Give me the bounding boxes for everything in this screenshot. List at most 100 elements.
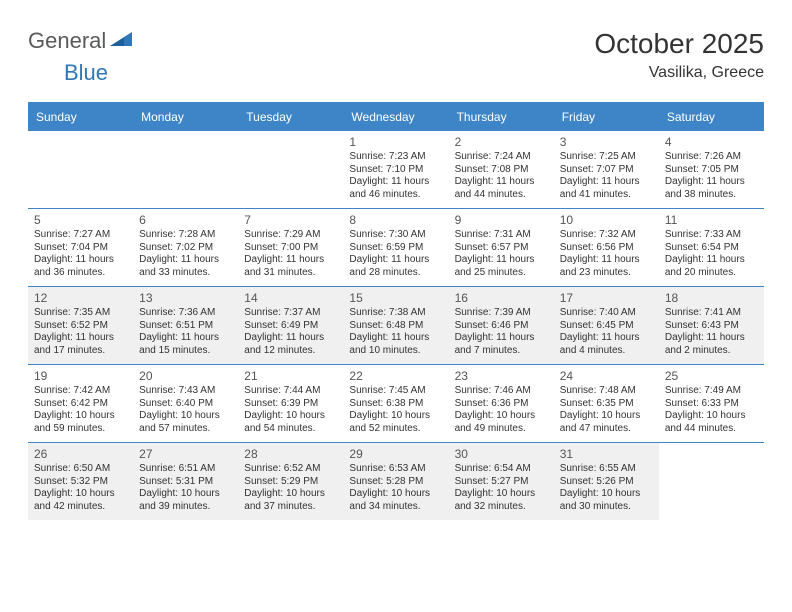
day-detail: Sunrise: 7:25 AMSunset: 7:07 PMDaylight:… xyxy=(560,151,653,201)
day-cell: 31 Sunrise: 6:55 AMSunset: 5:26 PMDayligh… xyxy=(554,442,659,520)
day-number: 22 xyxy=(349,369,442,383)
dow-cell: Tuesday xyxy=(238,104,343,130)
day-number: 29 xyxy=(349,447,442,461)
day-cell: 19Sunrise: 7:42 AMSunset: 6:42 PMDayligh… xyxy=(28,364,133,442)
day-number: 11 xyxy=(665,213,758,227)
day-cell: 9 Sunrise: 7:31 AMSunset: 6:57 PMDaylight… xyxy=(449,208,554,286)
day-detail: Sunrise: 7:38 AMSunset: 6:48 PMDaylight:… xyxy=(349,307,442,357)
day-detail: Sunrise: 6:52 AMSunset: 5:29 PMDaylight:… xyxy=(244,463,337,513)
day-detail: Sunrise: 7:24 AMSunset: 7:08 PMDaylight:… xyxy=(455,151,548,201)
day-detail: Sunrise: 7:33 AMSunset: 6:54 PMDaylight:… xyxy=(665,229,758,279)
day-number: 16 xyxy=(455,291,548,305)
day-detail: Sunrise: 7:30 AMSunset: 6:59 PMDaylight:… xyxy=(349,229,442,279)
day-detail: Sunrise: 7:29 AMSunset: 7:00 PMDaylight:… xyxy=(244,229,337,279)
day-detail: Sunrise: 7:44 AMSunset: 6:39 PMDaylight:… xyxy=(244,385,337,435)
day-detail: Sunrise: 7:41 AMSunset: 6:43 PMDaylight:… xyxy=(665,307,758,357)
day-detail: Sunrise: 7:28 AMSunset: 7:02 PMDaylight:… xyxy=(139,229,232,279)
day-detail: Sunrise: 7:48 AMSunset: 6:35 PMDaylight:… xyxy=(560,385,653,435)
dow-cell: Friday xyxy=(554,104,659,130)
day-cell: 14Sunrise: 7:37 AMSunset: 6:49 PMDayligh… xyxy=(238,286,343,364)
day-number: 18 xyxy=(665,291,758,305)
dow-cell: Monday xyxy=(133,104,238,130)
day-number: 20 xyxy=(139,369,232,383)
day-detail: Sunrise: 7:39 AMSunset: 6:46 PMDaylight:… xyxy=(455,307,548,357)
day-detail: Sunrise: 7:45 AMSunset: 6:38 PMDaylight:… xyxy=(349,385,442,435)
day-cell: 2 Sunrise: 7:24 AMSunset: 7:08 PMDaylight… xyxy=(449,130,554,208)
dow-cell: Thursday xyxy=(449,104,554,130)
day-cell: 29 Sunrise: 6:53 AMSunset: 5:28 PMDayligh… xyxy=(343,442,448,520)
day-cell: 12 Sunrise: 7:35 AMSunset: 6:52 PMDayligh… xyxy=(28,286,133,364)
day-detail: Sunrise: 7:23 AMSunset: 7:10 PMDaylight:… xyxy=(349,151,442,201)
day-number: 19 xyxy=(34,369,127,383)
empty-cell xyxy=(28,130,133,208)
day-detail: Sunrise: 7:31 AMSunset: 6:57 PMDaylight:… xyxy=(455,229,548,279)
day-cell: 15 Sunrise: 7:38 AMSunset: 6:48 PMDayligh… xyxy=(343,286,448,364)
day-number: 4 xyxy=(665,135,758,149)
day-cell: 30Sunrise: 6:54 AMSunset: 5:27 PMDayligh… xyxy=(449,442,554,520)
day-cell: 11 Sunrise: 7:33 AMSunset: 6:54 PMDayligh… xyxy=(659,208,764,286)
day-cell: 20 Sunrise: 7:43 AMSunset: 6:40 PMDayligh… xyxy=(133,364,238,442)
day-cell: 17 Sunrise: 7:40 AMSunset: 6:45 PMDayligh… xyxy=(554,286,659,364)
dow-header-row: SundayMondayTuesdayWednesdayThursdayFrid… xyxy=(28,104,764,130)
empty-cell xyxy=(133,130,238,208)
dow-cell: Saturday xyxy=(659,104,764,130)
day-number: 21 xyxy=(244,369,337,383)
day-number: 31 xyxy=(560,447,653,461)
day-number: 5 xyxy=(34,213,127,227)
day-cell: 4 Sunrise: 7:26 AMSunset: 7:05 PMDaylight… xyxy=(659,130,764,208)
day-cell: 6 Sunrise: 7:28 AMSunset: 7:02 PMDaylight… xyxy=(133,208,238,286)
day-detail: Sunrise: 7:43 AMSunset: 6:40 PMDaylight:… xyxy=(139,385,232,435)
day-cell: 16 Sunrise: 7:39 AMSunset: 6:46 PMDayligh… xyxy=(449,286,554,364)
day-number: 10 xyxy=(560,213,653,227)
page-header: General October 2025 Vasilika, Greece xyxy=(28,28,764,82)
day-cell: 24 Sunrise: 7:48 AMSunset: 6:35 PMDayligh… xyxy=(554,364,659,442)
day-number: 26 xyxy=(34,447,127,461)
day-number: 2 xyxy=(455,135,548,149)
day-detail: Sunrise: 6:55 AMSunset: 5:26 PMDaylight:… xyxy=(560,463,653,513)
day-number: 9 xyxy=(455,213,548,227)
calendar-grid: 1Sunrise: 7:23 AMSunset: 7:10 PMDaylight… xyxy=(28,130,764,520)
logo-text-general: General xyxy=(28,28,106,54)
day-number: 7 xyxy=(244,213,337,227)
day-detail: Sunrise: 6:50 AMSunset: 5:32 PMDaylight:… xyxy=(34,463,127,513)
day-detail: Sunrise: 6:51 AMSunset: 5:31 PMDaylight:… xyxy=(139,463,232,513)
day-cell: 3Sunrise: 7:25 AMSunset: 7:07 PMDaylight… xyxy=(554,130,659,208)
calendar-page: General October 2025 Vasilika, Greece Bl… xyxy=(0,0,792,538)
day-cell: 21 Sunrise: 7:44 AMSunset: 6:39 PMDayligh… xyxy=(238,364,343,442)
dow-cell: Sunday xyxy=(28,104,133,130)
day-detail: Sunrise: 7:26 AMSunset: 7:05 PMDaylight:… xyxy=(665,151,758,201)
day-detail: Sunrise: 7:27 AMSunset: 7:04 PMDaylight:… xyxy=(34,229,127,279)
day-detail: Sunrise: 7:49 AMSunset: 6:33 PMDaylight:… xyxy=(665,385,758,435)
day-cell: 10Sunrise: 7:32 AMSunset: 6:56 PMDayligh… xyxy=(554,208,659,286)
day-number: 15 xyxy=(349,291,442,305)
day-detail: Sunrise: 6:54 AMSunset: 5:27 PMDaylight:… xyxy=(455,463,548,513)
month-title: October 2025 xyxy=(594,28,764,60)
day-number: 23 xyxy=(455,369,548,383)
day-number: 24 xyxy=(560,369,653,383)
logo-mark-icon xyxy=(110,28,134,53)
day-number: 28 xyxy=(244,447,337,461)
day-detail: Sunrise: 7:37 AMSunset: 6:49 PMDaylight:… xyxy=(244,307,337,357)
day-detail: Sunrise: 7:46 AMSunset: 6:36 PMDaylight:… xyxy=(455,385,548,435)
day-cell: 28 Sunrise: 6:52 AMSunset: 5:29 PMDayligh… xyxy=(238,442,343,520)
day-cell: 1Sunrise: 7:23 AMSunset: 7:10 PMDaylight… xyxy=(343,130,448,208)
day-detail: Sunrise: 7:35 AMSunset: 6:52 PMDaylight:… xyxy=(34,307,127,357)
day-detail: Sunrise: 7:36 AMSunset: 6:51 PMDaylight:… xyxy=(139,307,232,357)
empty-cell xyxy=(238,130,343,208)
logo-text-blue: Blue xyxy=(64,60,108,85)
day-detail: Sunrise: 7:40 AMSunset: 6:45 PMDaylight:… xyxy=(560,307,653,357)
day-number: 27 xyxy=(139,447,232,461)
location-label: Vasilika, Greece xyxy=(594,64,764,82)
day-cell: 26 Sunrise: 6:50 AMSunset: 5:32 PMDayligh… xyxy=(28,442,133,520)
day-number: 6 xyxy=(139,213,232,227)
day-cell: 8Sunrise: 7:30 AMSunset: 6:59 PMDaylight… xyxy=(343,208,448,286)
day-number: 17 xyxy=(560,291,653,305)
day-cell: 5 Sunrise: 7:27 AMSunset: 7:04 PMDaylight… xyxy=(28,208,133,286)
day-detail: Sunrise: 6:53 AMSunset: 5:28 PMDaylight:… xyxy=(349,463,442,513)
dow-cell: Wednesday xyxy=(343,104,448,130)
day-cell: 22 Sunrise: 7:45 AMSunset: 6:38 PMDayligh… xyxy=(343,364,448,442)
day-cell: 25 Sunrise: 7:49 AMSunset: 6:33 PMDayligh… xyxy=(659,364,764,442)
day-number: 12 xyxy=(34,291,127,305)
day-number: 13 xyxy=(139,291,232,305)
day-number: 25 xyxy=(665,369,758,383)
